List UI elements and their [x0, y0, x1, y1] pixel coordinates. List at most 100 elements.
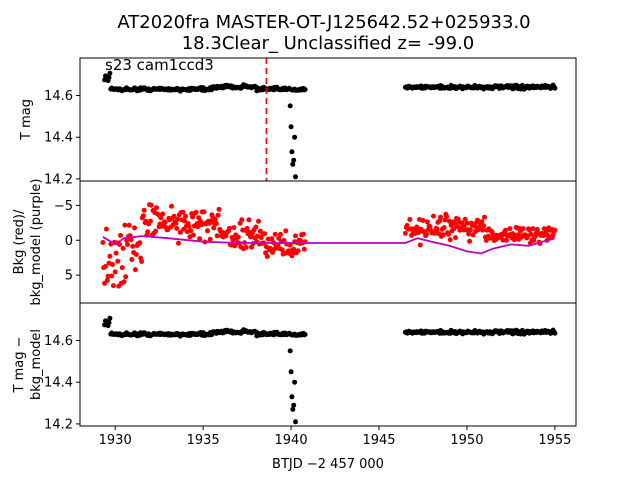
- x-tick-label: 1930: [99, 433, 132, 448]
- data-point: [462, 216, 468, 222]
- data-point: [208, 218, 214, 224]
- data-point: [291, 246, 297, 252]
- data-point: [256, 218, 261, 224]
- data-point: [503, 227, 509, 233]
- data-point: [227, 225, 232, 231]
- data-point: [276, 235, 282, 241]
- data-point: [287, 103, 293, 109]
- data-point: [176, 240, 181, 246]
- data-point: [279, 247, 285, 253]
- data-point: [119, 265, 125, 271]
- data-point: [444, 214, 450, 220]
- data-point: [530, 226, 536, 232]
- data-point: [290, 161, 296, 167]
- data-point: [292, 379, 298, 385]
- data-point: [231, 225, 237, 231]
- y-tick-label: 5: [65, 269, 73, 284]
- data-point: [287, 242, 293, 248]
- data-point: [482, 214, 487, 220]
- data-point: [291, 402, 297, 408]
- chart-title-line1: AT2020fra MASTER-OT-J125642.52+025933.0: [117, 12, 530, 33]
- data-point: [141, 207, 147, 213]
- x-tick-label: 1945: [362, 433, 395, 448]
- data-point: [417, 242, 423, 248]
- data-point: [190, 214, 196, 220]
- data-point: [468, 227, 473, 233]
- data-point: [140, 213, 146, 219]
- data-point: [504, 237, 509, 243]
- bkg-model-line: [102, 235, 556, 255]
- data-point: [301, 246, 307, 252]
- data-point: [431, 213, 436, 219]
- y-tick-label: 14.2: [44, 417, 73, 432]
- data-point: [122, 222, 128, 228]
- data-point: [193, 209, 199, 215]
- data-point: [158, 215, 164, 221]
- data-point: [129, 257, 135, 262]
- data-point: [162, 219, 168, 225]
- data-point: [293, 174, 298, 180]
- data-point: [115, 258, 121, 264]
- data-point: [424, 231, 429, 237]
- data-point: [214, 233, 220, 239]
- data-point: [100, 240, 106, 245]
- data-point: [520, 226, 526, 232]
- data-point: [139, 259, 145, 264]
- data-point: [470, 232, 476, 238]
- data-point: [182, 218, 188, 224]
- data-point: [197, 236, 203, 242]
- data-point: [132, 267, 138, 273]
- data-point: [118, 232, 123, 238]
- data-point: [552, 85, 558, 91]
- data-point: [175, 216, 181, 222]
- data-point: [186, 224, 192, 229]
- data-point: [278, 231, 283, 237]
- plot-area: [102, 58, 558, 181]
- panel-background: 5 0 −5 Bkg (red)/bkg_model (purple): [12, 179, 577, 306]
- data-point: [169, 203, 174, 209]
- data-point: [107, 253, 113, 259]
- data-point: [110, 283, 116, 289]
- data-point: [480, 227, 486, 233]
- data-point: [125, 242, 130, 247]
- data-point: [106, 75, 112, 81]
- data-point: [235, 234, 241, 240]
- data-point: [120, 245, 126, 251]
- data-point: [552, 330, 558, 336]
- data-point: [293, 233, 298, 239]
- x-tick-label: 1955: [538, 433, 571, 448]
- data-point: [123, 274, 129, 280]
- data-point: [507, 226, 513, 232]
- plot-area: [100, 202, 558, 289]
- data-point: [180, 209, 186, 215]
- data-point: [281, 238, 287, 243]
- data-point: [407, 217, 413, 222]
- data-point: [160, 211, 166, 217]
- y-tick-label: 14.6: [44, 334, 73, 349]
- data-point: [107, 315, 113, 321]
- data-point: [201, 209, 207, 215]
- data-point: [113, 250, 119, 256]
- data-point: [262, 231, 268, 237]
- data-point: [171, 213, 177, 219]
- data-point: [103, 226, 109, 232]
- data-point: [112, 269, 118, 275]
- data-point: [288, 369, 294, 375]
- data-point: [402, 230, 408, 236]
- data-point: [452, 220, 458, 226]
- data-point: [253, 224, 259, 230]
- data-point: [124, 237, 130, 243]
- data-point: [107, 70, 113, 76]
- axes-frame: [79, 302, 577, 427]
- data-point: [543, 229, 549, 235]
- axes-frame: [79, 57, 577, 182]
- data-point: [190, 232, 196, 238]
- data-point: [213, 221, 219, 227]
- panel-tmag: 14.2 14.4 14.6 T mag: [19, 57, 577, 187]
- y-tick-label: 0: [65, 234, 73, 249]
- data-point: [188, 228, 194, 234]
- data-point: [243, 244, 249, 250]
- data-point: [105, 273, 111, 279]
- data-point: [177, 229, 183, 235]
